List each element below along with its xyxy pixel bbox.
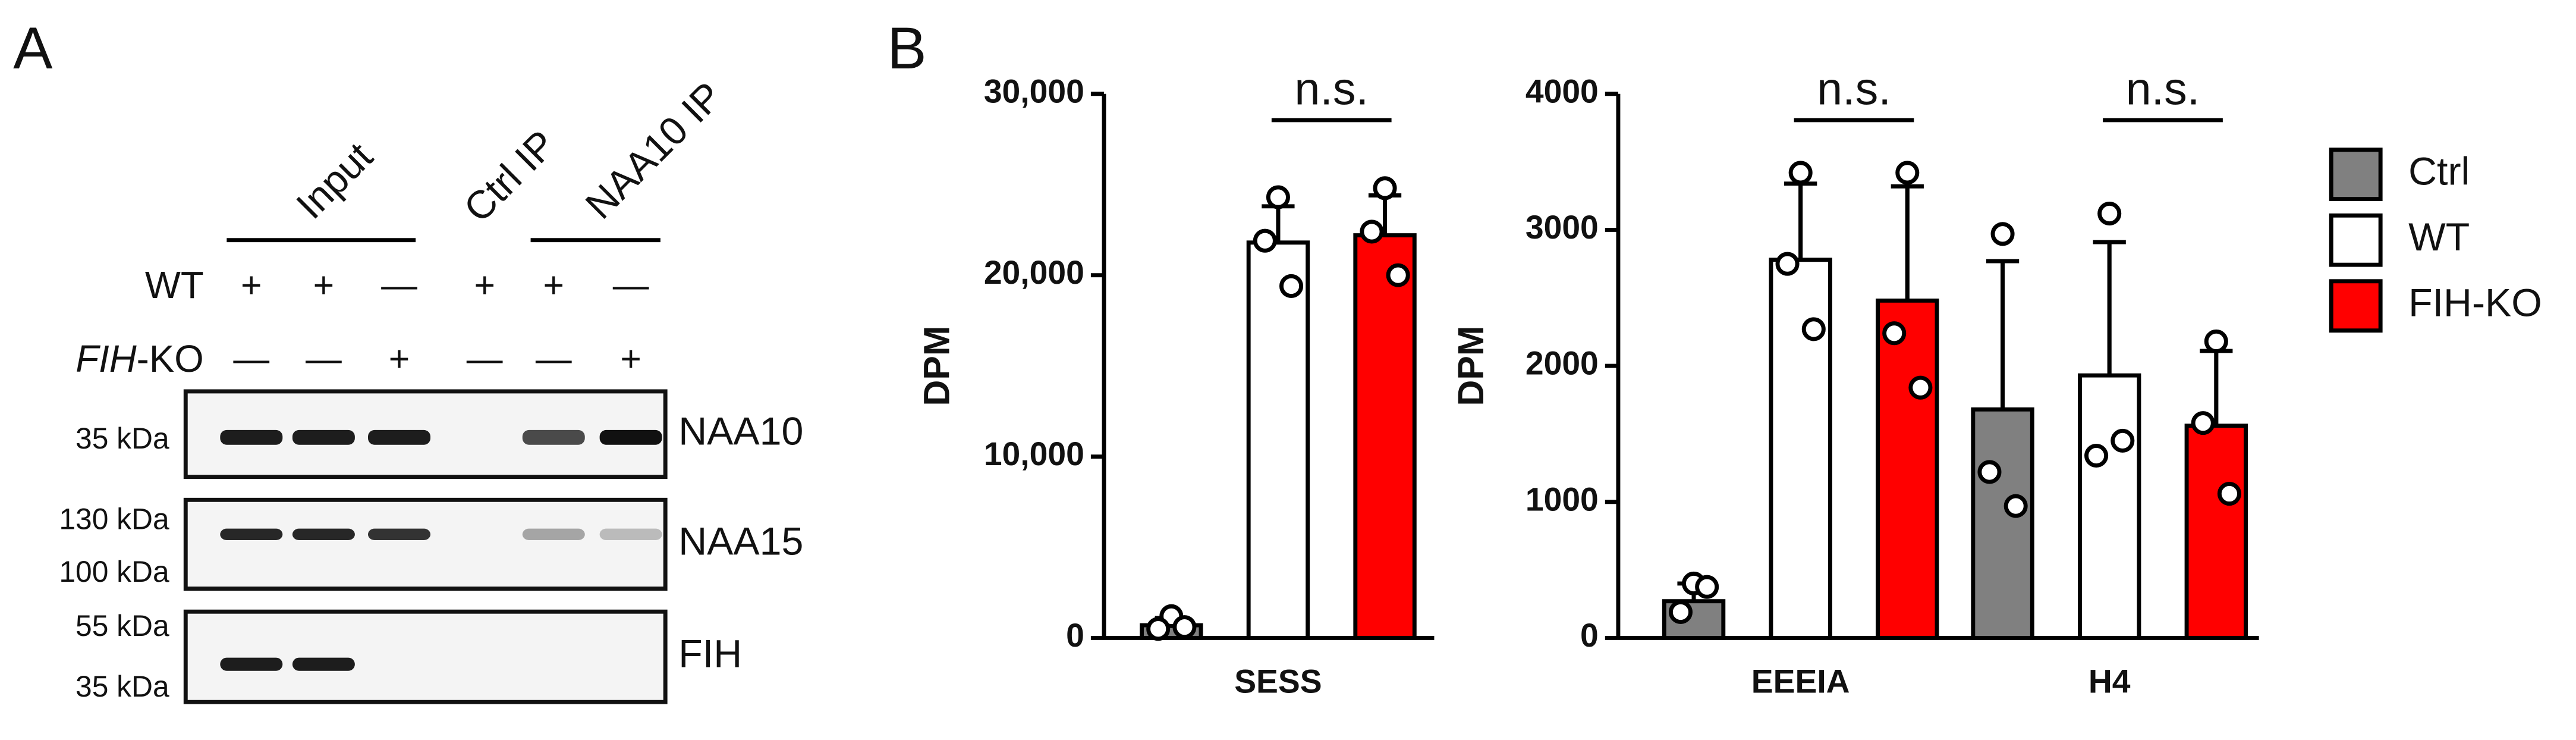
- marker-label: 35 kDa: [76, 670, 169, 703]
- band: [292, 657, 355, 671]
- x-tick-label: EEEIA: [1751, 663, 1850, 700]
- legend-swatch: [2329, 213, 2383, 267]
- bar: [1876, 298, 1939, 640]
- y-tick-label: 2000: [1526, 345, 1599, 382]
- band: [292, 429, 355, 445]
- data-point: [1386, 263, 1410, 287]
- data-point: [1266, 185, 1290, 209]
- blot-box: [183, 609, 668, 704]
- blot-label: FIH: [678, 632, 742, 676]
- bar: [1971, 407, 2034, 640]
- data-point: [1895, 161, 1920, 185]
- data-point: [2084, 443, 2109, 468]
- y-tick-label: 0: [1580, 617, 1599, 654]
- lane-mark: —: [381, 265, 417, 305]
- x-tick-label: H4: [2089, 663, 2131, 700]
- panel-label: B: [887, 15, 926, 81]
- bar: [2184, 424, 2248, 640]
- band: [220, 657, 283, 671]
- y-axis-label: DPM: [1451, 326, 1491, 406]
- significance-label: n.s.: [2126, 63, 2200, 114]
- blot-label: NAA10: [678, 409, 803, 453]
- y-tick-label: 3000: [1526, 209, 1599, 246]
- lane-mark: +: [620, 338, 641, 379]
- bar: [2078, 373, 2141, 640]
- band: [220, 429, 283, 445]
- legend-label: FIH-KO: [2408, 281, 2542, 325]
- marker-label: 35 kDa: [76, 422, 169, 455]
- row-label-part: FIH: [76, 338, 136, 380]
- y-tick-label: 0: [1066, 617, 1084, 654]
- data-point: [1977, 460, 2002, 484]
- band: [599, 429, 662, 445]
- x-tick-label: SESS: [1234, 663, 1322, 700]
- data-point: [1373, 176, 1397, 200]
- row-label-part: WT: [145, 264, 204, 306]
- blot-box: [183, 497, 668, 591]
- legend-label: WT: [2408, 215, 2470, 259]
- data-point: [1908, 375, 1933, 400]
- lane-mark: —: [233, 338, 269, 379]
- lane-mark: +: [313, 265, 335, 305]
- marker-label: 130 kDa: [59, 502, 169, 535]
- data-point: [2003, 494, 2028, 518]
- legend-swatch: [2329, 279, 2383, 333]
- band: [368, 429, 431, 445]
- row-label-part: -KO: [137, 338, 204, 380]
- band: [368, 528, 431, 541]
- data-point: [2111, 428, 2135, 453]
- lane-mark: +: [543, 265, 565, 305]
- lane-mark: —: [306, 338, 342, 379]
- marker-label: 100 kDa: [59, 555, 169, 588]
- data-point: [1253, 228, 1277, 253]
- lane-mark: +: [474, 265, 495, 305]
- row-label: WT: [145, 264, 204, 306]
- significance-label: n.s.: [1294, 63, 1369, 114]
- data-point: [1775, 252, 1800, 276]
- legend-label: Ctrl: [2408, 150, 2470, 194]
- y-tick-label: 20,000: [984, 254, 1084, 291]
- bar: [1353, 233, 1417, 640]
- band: [522, 429, 585, 445]
- marker-label: 55 kDa: [76, 609, 169, 642]
- data-point: [1990, 222, 2015, 246]
- bar: [1769, 258, 1832, 640]
- data-point: [2217, 482, 2241, 506]
- band: [292, 528, 355, 541]
- data-point: [1695, 575, 1719, 599]
- data-point: [1360, 220, 1384, 244]
- panel-label: A: [13, 15, 53, 81]
- band: [522, 528, 585, 541]
- y-tick-label: 10,000: [984, 435, 1084, 472]
- data-point: [1668, 600, 1693, 625]
- data-point: [2191, 411, 2215, 435]
- row-label: FIH-KO: [76, 338, 203, 380]
- band: [220, 528, 283, 541]
- lane-mark: +: [389, 338, 410, 379]
- band: [599, 528, 662, 541]
- lane-mark: —: [467, 338, 503, 379]
- data-point: [2204, 329, 2228, 353]
- lane-mark: —: [613, 265, 649, 305]
- data-point: [1279, 274, 1304, 298]
- data-point: [1882, 321, 1907, 346]
- legend-swatch: [2329, 148, 2383, 202]
- lane-mark: +: [241, 265, 262, 305]
- bar: [1246, 240, 1310, 640]
- y-axis-label: DPM: [917, 326, 957, 406]
- data-point: [1172, 615, 1197, 639]
- lane-mark: —: [536, 338, 572, 379]
- data-point: [1146, 617, 1171, 641]
- blot-label: NAA15: [678, 519, 803, 563]
- y-tick-label: 1000: [1526, 481, 1599, 518]
- significance-label: n.s.: [1817, 63, 1891, 114]
- data-point: [2097, 201, 2122, 226]
- data-point: [1788, 161, 1813, 185]
- y-tick-label: 4000: [1526, 73, 1599, 109]
- data-point: [1801, 317, 1826, 341]
- y-tick-label: 30,000: [984, 73, 1084, 109]
